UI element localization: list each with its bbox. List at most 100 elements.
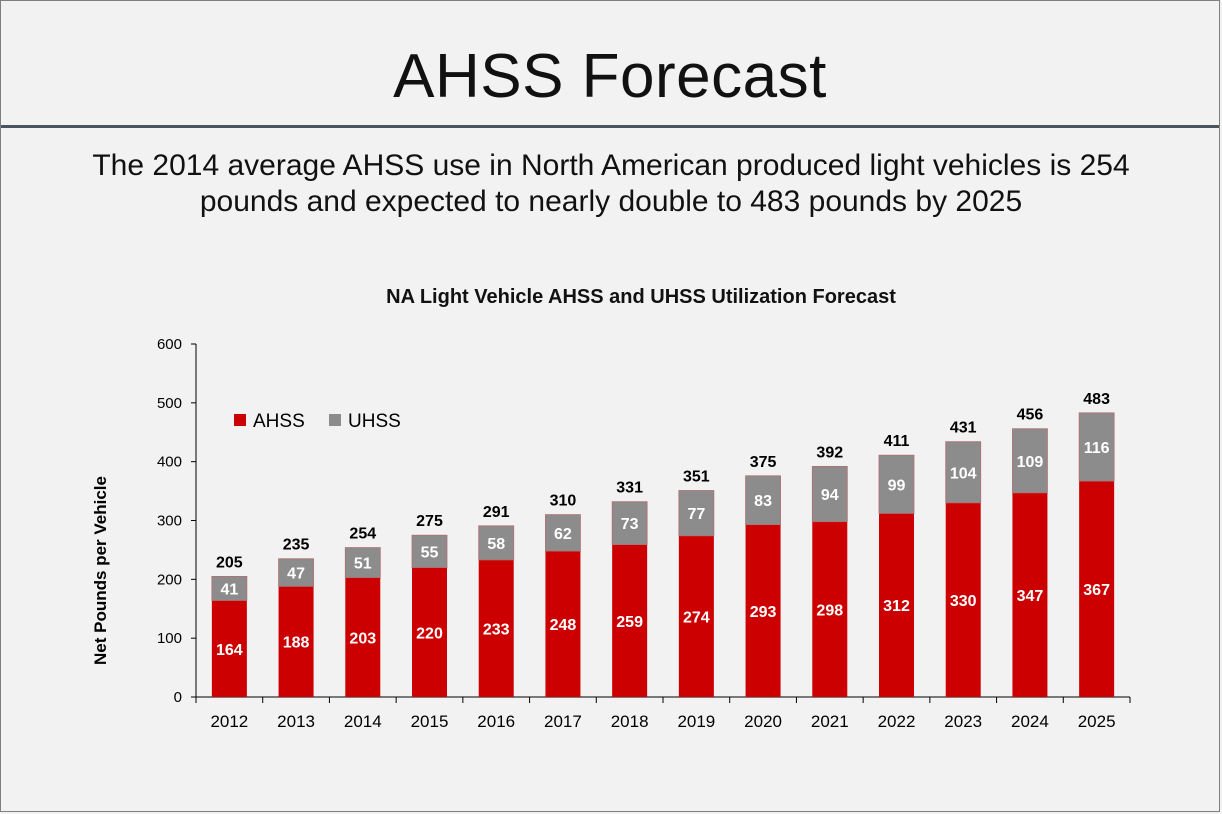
bar-ahss-2019	[678, 535, 714, 697]
data-label-total: 254	[349, 526, 376, 543]
data-label-total: 310	[550, 493, 577, 510]
x-tick-label: 2015	[411, 712, 449, 731]
data-label-total: 291	[483, 504, 510, 521]
data-label-ahss: 298	[816, 602, 843, 619]
bar-ahss-2018	[612, 544, 648, 697]
bar-uhss-2015	[411, 534, 448, 568]
subtitle: The 2014 average AHSS use in North Ameri…	[92, 149, 1130, 218]
x-tick-label: 2014	[344, 712, 382, 731]
x-tick-label: 2021	[811, 712, 849, 731]
data-label-ahss: 274	[683, 609, 710, 626]
data-label-uhss: 94	[821, 487, 839, 504]
data-label-total: 375	[750, 454, 777, 471]
bar-ahss-2022	[879, 513, 914, 697]
x-tick-label: 2025	[1078, 712, 1116, 731]
data-label-total: 392	[816, 444, 843, 461]
x-tick-label: 2018	[611, 712, 649, 731]
data-label-total: 275	[416, 513, 443, 530]
page-title: AHSS Forecast	[393, 42, 827, 111]
y-tick-label: 300	[157, 513, 182, 530]
bar-uhss-2016	[478, 525, 515, 561]
data-label-total: 456	[1017, 407, 1044, 424]
data-label-ahss: 312	[883, 598, 910, 615]
data-label-ahss: 188	[283, 635, 310, 652]
data-label-uhss: 58	[487, 536, 505, 553]
y-tick-label: 600	[157, 336, 182, 353]
y-tick-label: 400	[157, 454, 182, 471]
bar-ahss-2020	[745, 524, 781, 697]
data-label-total: 483	[1083, 391, 1110, 408]
data-label-ahss: 293	[750, 604, 777, 621]
x-tick-label: 2024	[1011, 712, 1049, 731]
data-label-uhss: 47	[287, 566, 305, 583]
bar-ahss-2012	[211, 600, 247, 697]
title-bar: AHSS Forecast	[1, 1, 1219, 128]
bar-ahss-2015	[412, 567, 447, 697]
y-tick-label: 100	[157, 630, 182, 647]
x-tick-label: 2020	[744, 712, 782, 731]
data-label-uhss: 109	[1017, 454, 1044, 471]
bar-uhss-2023	[945, 441, 982, 504]
data-label-ahss: 233	[483, 621, 510, 638]
bar-ahss-2023	[945, 502, 981, 697]
data-label-uhss: 73	[621, 516, 639, 533]
bar-ahss-2024	[1012, 492, 1048, 697]
bar-uhss-2017	[545, 514, 581, 552]
x-tick-label: 2013	[277, 712, 315, 731]
legend-label-uhss: UHSS	[348, 411, 401, 432]
data-label-total: 331	[616, 480, 643, 497]
bar-uhss-2013	[278, 558, 314, 587]
y-tick-label: 200	[157, 571, 182, 588]
data-label-ahss: 330	[950, 593, 977, 610]
bar-ahss-2013	[278, 586, 314, 697]
data-label-total: 431	[950, 420, 977, 437]
y-axis-label: Net Pounds per Vehicle	[91, 476, 110, 665]
legend-swatch-uhss	[329, 414, 341, 426]
x-tick-label: 2019	[677, 712, 715, 731]
bar-ahss-2025	[1079, 481, 1115, 697]
x-tick-label: 2023	[944, 712, 982, 731]
legend-swatch-ahss	[234, 414, 246, 426]
data-label-uhss: 51	[354, 556, 372, 573]
bar-uhss-2020	[745, 475, 781, 526]
x-tick-label: 2012	[210, 712, 248, 731]
bar-uhss-2024	[1012, 428, 1048, 494]
data-label-ahss: 347	[1017, 588, 1044, 605]
data-label-uhss: 62	[554, 526, 572, 543]
data-label-uhss: 41	[220, 581, 238, 598]
data-label-ahss: 367	[1083, 582, 1110, 599]
data-label-uhss: 55	[421, 544, 439, 561]
data-label-ahss: 220	[416, 625, 443, 642]
legend-label-ahss: AHSS	[253, 411, 305, 432]
y-tick-label: 0	[174, 689, 182, 706]
x-tick-label: 2017	[544, 712, 582, 731]
data-label-uhss: 99	[888, 477, 906, 494]
data-label-ahss: 203	[349, 630, 376, 647]
x-tick-label: 2016	[477, 712, 515, 731]
data-label-total: 351	[683, 468, 710, 485]
y-tick-label: 500	[157, 395, 182, 412]
data-label-uhss: 104	[950, 465, 977, 482]
bar-uhss-2014	[344, 547, 381, 578]
bar-ahss-2016	[478, 559, 514, 697]
data-label-uhss: 83	[754, 493, 772, 510]
data-label-ahss: 259	[616, 614, 643, 631]
bar-uhss-2012	[211, 575, 248, 601]
data-label-total: 205	[216, 554, 243, 571]
data-label-uhss: 77	[687, 506, 705, 523]
bar-ahss-2014	[345, 577, 381, 697]
chart-title: NA Light Vehicle AHSS and UHSS Utilizati…	[386, 286, 896, 308]
bar-uhss-2019	[678, 490, 715, 537]
data-label-ahss: 248	[550, 617, 577, 634]
bar-uhss-2022	[878, 454, 915, 514]
data-label-total: 235	[283, 537, 310, 554]
bar-ahss-2017	[545, 551, 581, 697]
bar-uhss-2018	[611, 501, 648, 546]
x-tick-label: 2022	[878, 712, 916, 731]
bar-uhss-2025	[1078, 412, 1115, 482]
bar-uhss-2021	[811, 465, 848, 523]
bar-ahss-2021	[812, 521, 848, 697]
data-label-ahss: 164	[216, 642, 243, 659]
